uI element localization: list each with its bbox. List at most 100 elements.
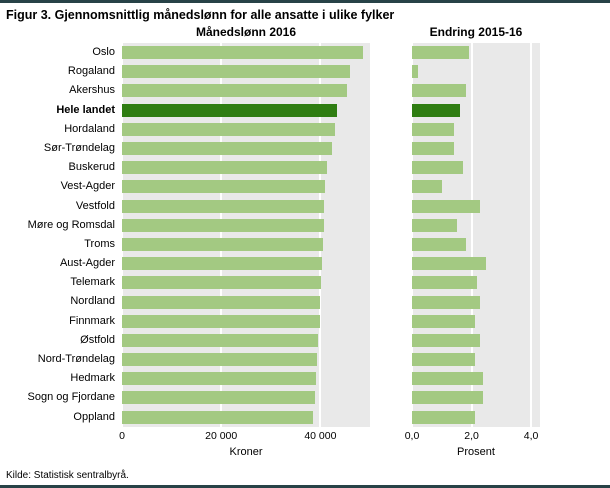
panel2-title: Endring 2015-16	[429, 25, 523, 39]
bar	[122, 410, 314, 424]
tick-label: 0,0	[404, 429, 420, 442]
bar-row	[122, 177, 370, 196]
category-label: Møre og Romsdal	[27, 218, 115, 231]
spacer	[0, 446, 122, 458]
tick-label: 4,0	[523, 429, 539, 442]
bar-row	[412, 331, 540, 350]
gridline	[121, 43, 123, 427]
bar	[122, 122, 336, 136]
bar-row	[412, 216, 540, 235]
category-label: Vest-Agder	[60, 180, 115, 193]
bar-row	[412, 369, 540, 388]
bar	[412, 142, 454, 156]
category-label: Sogn og Fjordane	[27, 391, 115, 404]
spacer	[370, 446, 412, 458]
bar	[122, 314, 320, 328]
bar-row	[122, 408, 370, 427]
bar-row	[122, 81, 370, 100]
bar-row	[122, 101, 370, 120]
bar-row	[122, 350, 370, 369]
gridline	[220, 43, 223, 427]
axis-titles: Kroner Prosent	[0, 446, 610, 458]
bar-row	[122, 62, 370, 81]
bar	[122, 391, 316, 405]
bar-row	[412, 292, 540, 311]
plot-2	[411, 43, 540, 427]
xaxis-title-2: Prosent	[457, 445, 495, 458]
bar	[122, 46, 363, 60]
chart-area: Oslo Rogaland Akershus Hele landet Hordaland…	[0, 43, 610, 427]
tick-label: 20 000	[205, 429, 238, 442]
bar	[122, 161, 327, 175]
category-label: Finnmark	[69, 314, 115, 327]
tick-label: 40 000	[304, 429, 337, 442]
category-label: Aust-Agder	[59, 257, 115, 270]
category-label: Nord-Trøndelag	[37, 353, 115, 365]
bar	[122, 257, 323, 271]
bar	[122, 372, 317, 386]
bar	[412, 180, 442, 194]
category-label: Vestfold	[75, 199, 115, 212]
bar	[412, 295, 481, 309]
bar	[412, 161, 463, 175]
ticks-row: 0 20 000 40 000 0,0 2,0 4,0	[0, 430, 610, 443]
bar-row	[122, 331, 370, 350]
bar-row	[412, 177, 540, 196]
category-label: Nordland	[70, 295, 115, 308]
bar-row	[122, 273, 370, 292]
bar	[122, 237, 324, 251]
category-label: Rogaland	[67, 65, 115, 78]
gridline	[319, 43, 322, 427]
bar	[412, 237, 466, 251]
bar	[412, 333, 481, 347]
plot-1	[121, 43, 370, 427]
bar-row	[412, 273, 540, 292]
spacer	[370, 43, 412, 427]
bar-row	[122, 235, 370, 254]
spacer	[370, 25, 412, 39]
bar-row	[412, 235, 540, 254]
bar-row	[122, 197, 370, 216]
bar	[412, 65, 418, 79]
bar	[122, 295, 321, 309]
panel-titles: Månedslønn 2016 Endring 2015-16	[0, 25, 610, 39]
bar	[122, 218, 324, 232]
category-label: Troms	[84, 237, 115, 250]
spacer	[0, 430, 122, 443]
bar	[412, 314, 475, 328]
category-label: Hordaland	[64, 122, 115, 135]
category-label: Akershus	[69, 84, 115, 97]
bar-row	[412, 388, 540, 407]
bar-row	[122, 43, 370, 62]
bar-row	[122, 158, 370, 177]
bar	[122, 333, 319, 347]
gridline	[470, 43, 473, 427]
bar	[412, 199, 481, 213]
figure-title: Figur 3. Gjennomsnittlig månedslønn for …	[6, 8, 395, 22]
bar	[412, 276, 478, 290]
bar	[412, 46, 469, 60]
category-label: Hele landet	[56, 103, 115, 116]
spacer	[0, 25, 122, 39]
bar	[412, 372, 484, 386]
tick-label: 0	[119, 429, 125, 442]
bar-row	[122, 292, 370, 311]
bar	[122, 84, 348, 98]
bar-row	[412, 254, 540, 273]
bar-row	[122, 388, 370, 407]
bar-row	[412, 312, 540, 331]
bar-row	[412, 62, 540, 81]
bar-row	[412, 408, 540, 427]
panel1-title: Månedslønn 2016	[195, 25, 297, 39]
category-label: Oslo	[92, 46, 115, 58]
bar	[122, 199, 325, 213]
bar	[122, 353, 317, 367]
bar	[412, 391, 484, 405]
bar-row	[122, 139, 370, 158]
bar	[412, 257, 487, 271]
bar	[122, 103, 337, 117]
bar-row	[412, 101, 540, 120]
bar	[412, 218, 457, 232]
bar-row	[412, 43, 540, 62]
